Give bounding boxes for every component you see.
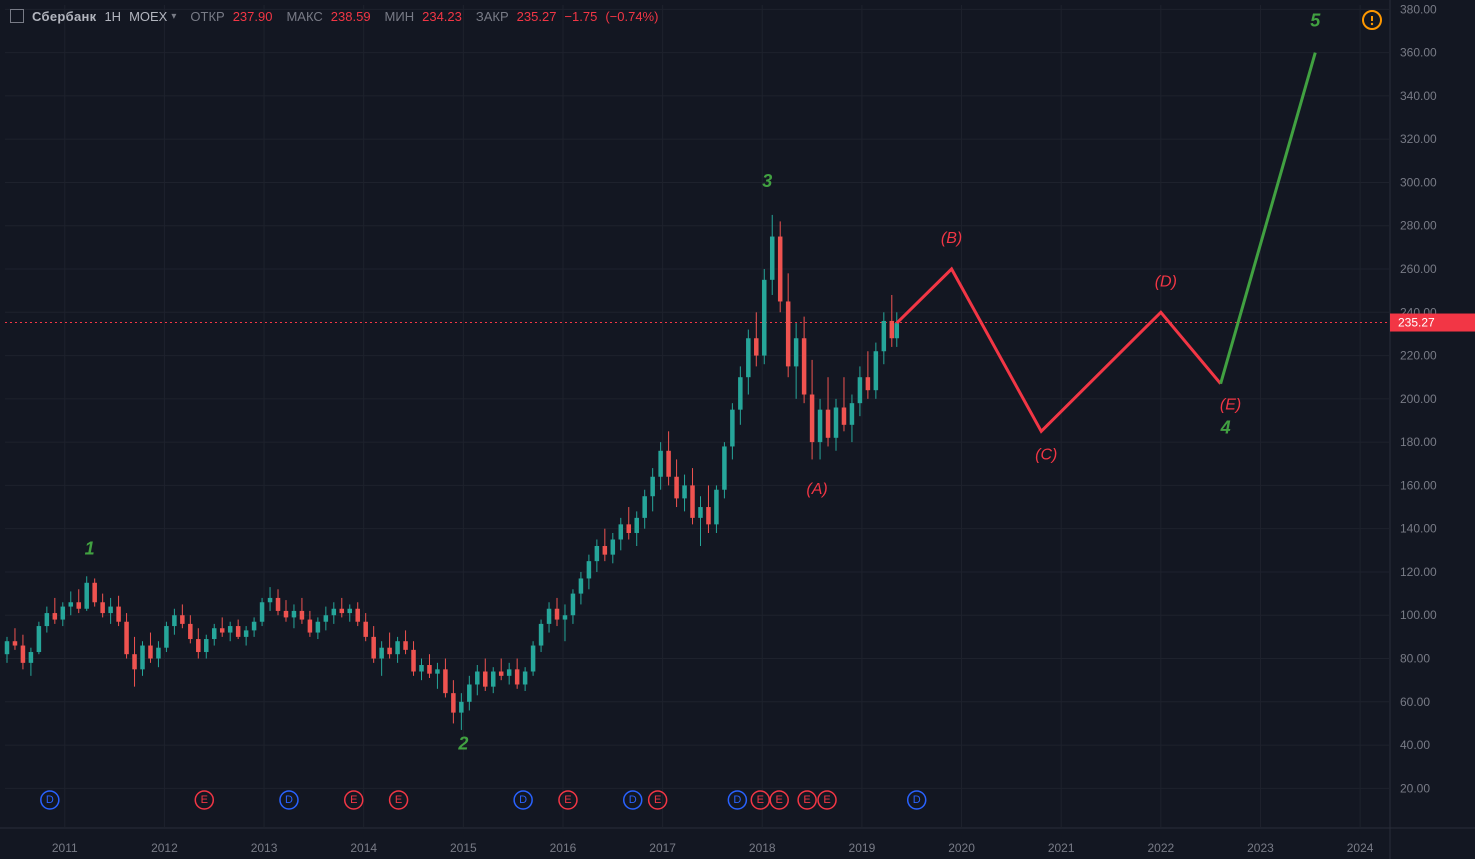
chevron-down-icon[interactable]: ▾ [171, 11, 176, 22]
wave-label: 3 [762, 171, 772, 191]
x-tick-label: 2022 [1147, 841, 1174, 855]
symbol-name[interactable]: Сбербанк [32, 9, 96, 24]
y-tick-label: 340.00 [1400, 89, 1437, 103]
y-tick-label: 200.00 [1400, 392, 1437, 406]
x-tick-label: 2023 [1247, 841, 1274, 855]
event-marker-label: E [803, 794, 810, 806]
x-tick-label: 2015 [450, 841, 477, 855]
x-tick-label: 2020 [948, 841, 975, 855]
event-marker-label: E [823, 794, 830, 806]
symbol-icon [10, 9, 24, 23]
exchange[interactable]: MOEX [129, 9, 167, 24]
open-value: 237.90 [233, 9, 273, 24]
y-tick-label: 140.00 [1400, 522, 1437, 536]
chart-header: Сбербанк 1Н MOEX ▾ ОТКР 237.90 МАКС 238.… [10, 6, 658, 26]
y-tick-label: 320.00 [1400, 132, 1437, 146]
y-tick-label: 100.00 [1400, 608, 1437, 622]
wave-sublabel: (A) [806, 481, 827, 498]
change-value: −1.75 [564, 9, 597, 24]
x-tick-label: 2013 [251, 841, 278, 855]
wave-label: 5 [1310, 11, 1321, 31]
x-tick-label: 2017 [649, 841, 676, 855]
event-marker-label: D [46, 794, 54, 806]
x-tick-label: 2011 [52, 841, 78, 855]
price-marker: 235.27 [1398, 316, 1435, 330]
wave-sublabel: (E) [1220, 397, 1241, 414]
wave-label: 4 [1220, 417, 1231, 437]
y-tick-label: 380.00 [1400, 2, 1437, 16]
event-marker-label: E [350, 794, 357, 806]
x-tick-label: 2021 [1048, 841, 1075, 855]
x-tick-label: 2014 [350, 841, 377, 855]
chart-container[interactable]: { "header": { "symbol": "Сбербанк", "tim… [0, 0, 1475, 859]
x-tick-label: 2016 [550, 841, 577, 855]
wave-label: 1 [85, 539, 95, 559]
x-tick-label: 2019 [849, 841, 876, 855]
y-tick-label: 300.00 [1400, 175, 1437, 189]
open-label: ОТКР [190, 9, 224, 24]
event-marker-label: E [776, 794, 783, 806]
event-marker-label: D [285, 794, 293, 806]
y-tick-label: 260.00 [1400, 262, 1437, 276]
y-tick-label: 40.00 [1400, 738, 1430, 752]
close-label: ЗАКР [476, 9, 509, 24]
event-marker-label: E [201, 794, 208, 806]
change-pct: (−0.74%) [605, 9, 658, 24]
event-marker-label: D [913, 794, 921, 806]
event-marker-label: D [733, 794, 741, 806]
wave-label: 2 [457, 733, 468, 753]
event-marker-label: D [629, 794, 637, 806]
y-tick-label: 120.00 [1400, 565, 1437, 579]
wave-sublabel: (C) [1035, 446, 1057, 463]
wave-sublabel: (B) [941, 230, 962, 247]
y-tick-label: 280.00 [1400, 219, 1437, 233]
close-value: 235.27 [517, 9, 557, 24]
event-marker-label: D [519, 794, 527, 806]
wave-sublabel: (D) [1155, 273, 1177, 290]
event-marker-label: E [654, 794, 661, 806]
low-value: 234.23 [422, 9, 462, 24]
timeframe[interactable]: 1Н [104, 9, 121, 24]
event-marker-label: E [757, 794, 764, 806]
chart-svg[interactable]: 20.00 40.00 60.00 80.00 100.00 120.00 140.00 16… [0, 0, 1475, 859]
y-tick-label: 60.00 [1400, 695, 1430, 709]
y-tick-label: 20.00 [1400, 781, 1430, 795]
low-label: МИН [385, 9, 415, 24]
event-marker-label: E [395, 794, 402, 806]
high-label: МАКС [286, 9, 322, 24]
x-tick-label: 2018 [749, 841, 776, 855]
high-value: 238.59 [331, 9, 371, 24]
y-tick-label: 180.00 [1400, 435, 1437, 449]
y-tick-label: 220.00 [1400, 349, 1437, 363]
x-tick-label: 2012 [151, 841, 178, 855]
y-tick-label: 160.00 [1400, 478, 1437, 492]
y-tick-label: 80.00 [1400, 652, 1430, 666]
x-tick-label: 2024 [1347, 841, 1374, 855]
event-marker-label: E [564, 794, 571, 806]
y-tick-label: 360.00 [1400, 46, 1437, 60]
